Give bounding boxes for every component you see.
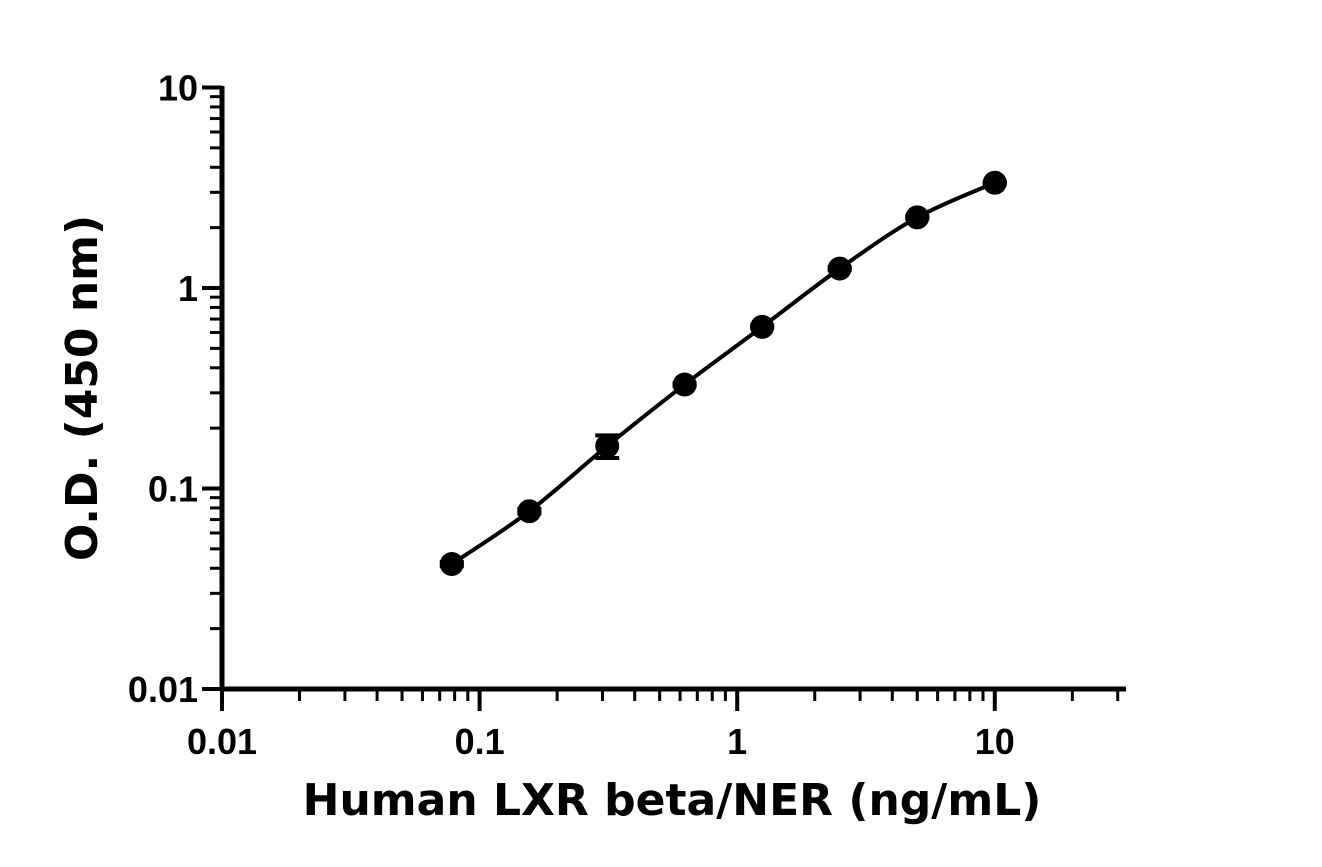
- x-tick-label: 0.1: [455, 721, 505, 762]
- y-axis-title: O.D. (450 nm): [57, 215, 108, 561]
- x-tick-label: 1: [727, 721, 747, 762]
- data-point: [827, 256, 852, 281]
- axes: [219, 86, 1126, 692]
- data-point: [905, 205, 930, 230]
- y-tick-label: 1: [178, 268, 198, 309]
- data-point: [517, 499, 542, 524]
- data-point: [750, 314, 775, 339]
- data-point: [672, 372, 697, 397]
- y-tick-label: 10: [158, 68, 198, 109]
- x-axis-title: Human LXR beta/NER (ng/mL): [303, 775, 1042, 826]
- x-tick-label: 10: [975, 721, 1015, 762]
- y-tick-label: 0.1: [148, 469, 198, 510]
- x-tick-label: 0.01: [187, 721, 257, 762]
- ticks-layer: 0.01 0.1 1 10 0.01 0.1 1 10: [128, 68, 1120, 762]
- data-point: [595, 433, 620, 458]
- data-point: [982, 170, 1007, 195]
- data-points-layer: [439, 170, 1007, 577]
- data-point: [439, 552, 464, 577]
- y-tick-label: 0.01: [128, 669, 198, 710]
